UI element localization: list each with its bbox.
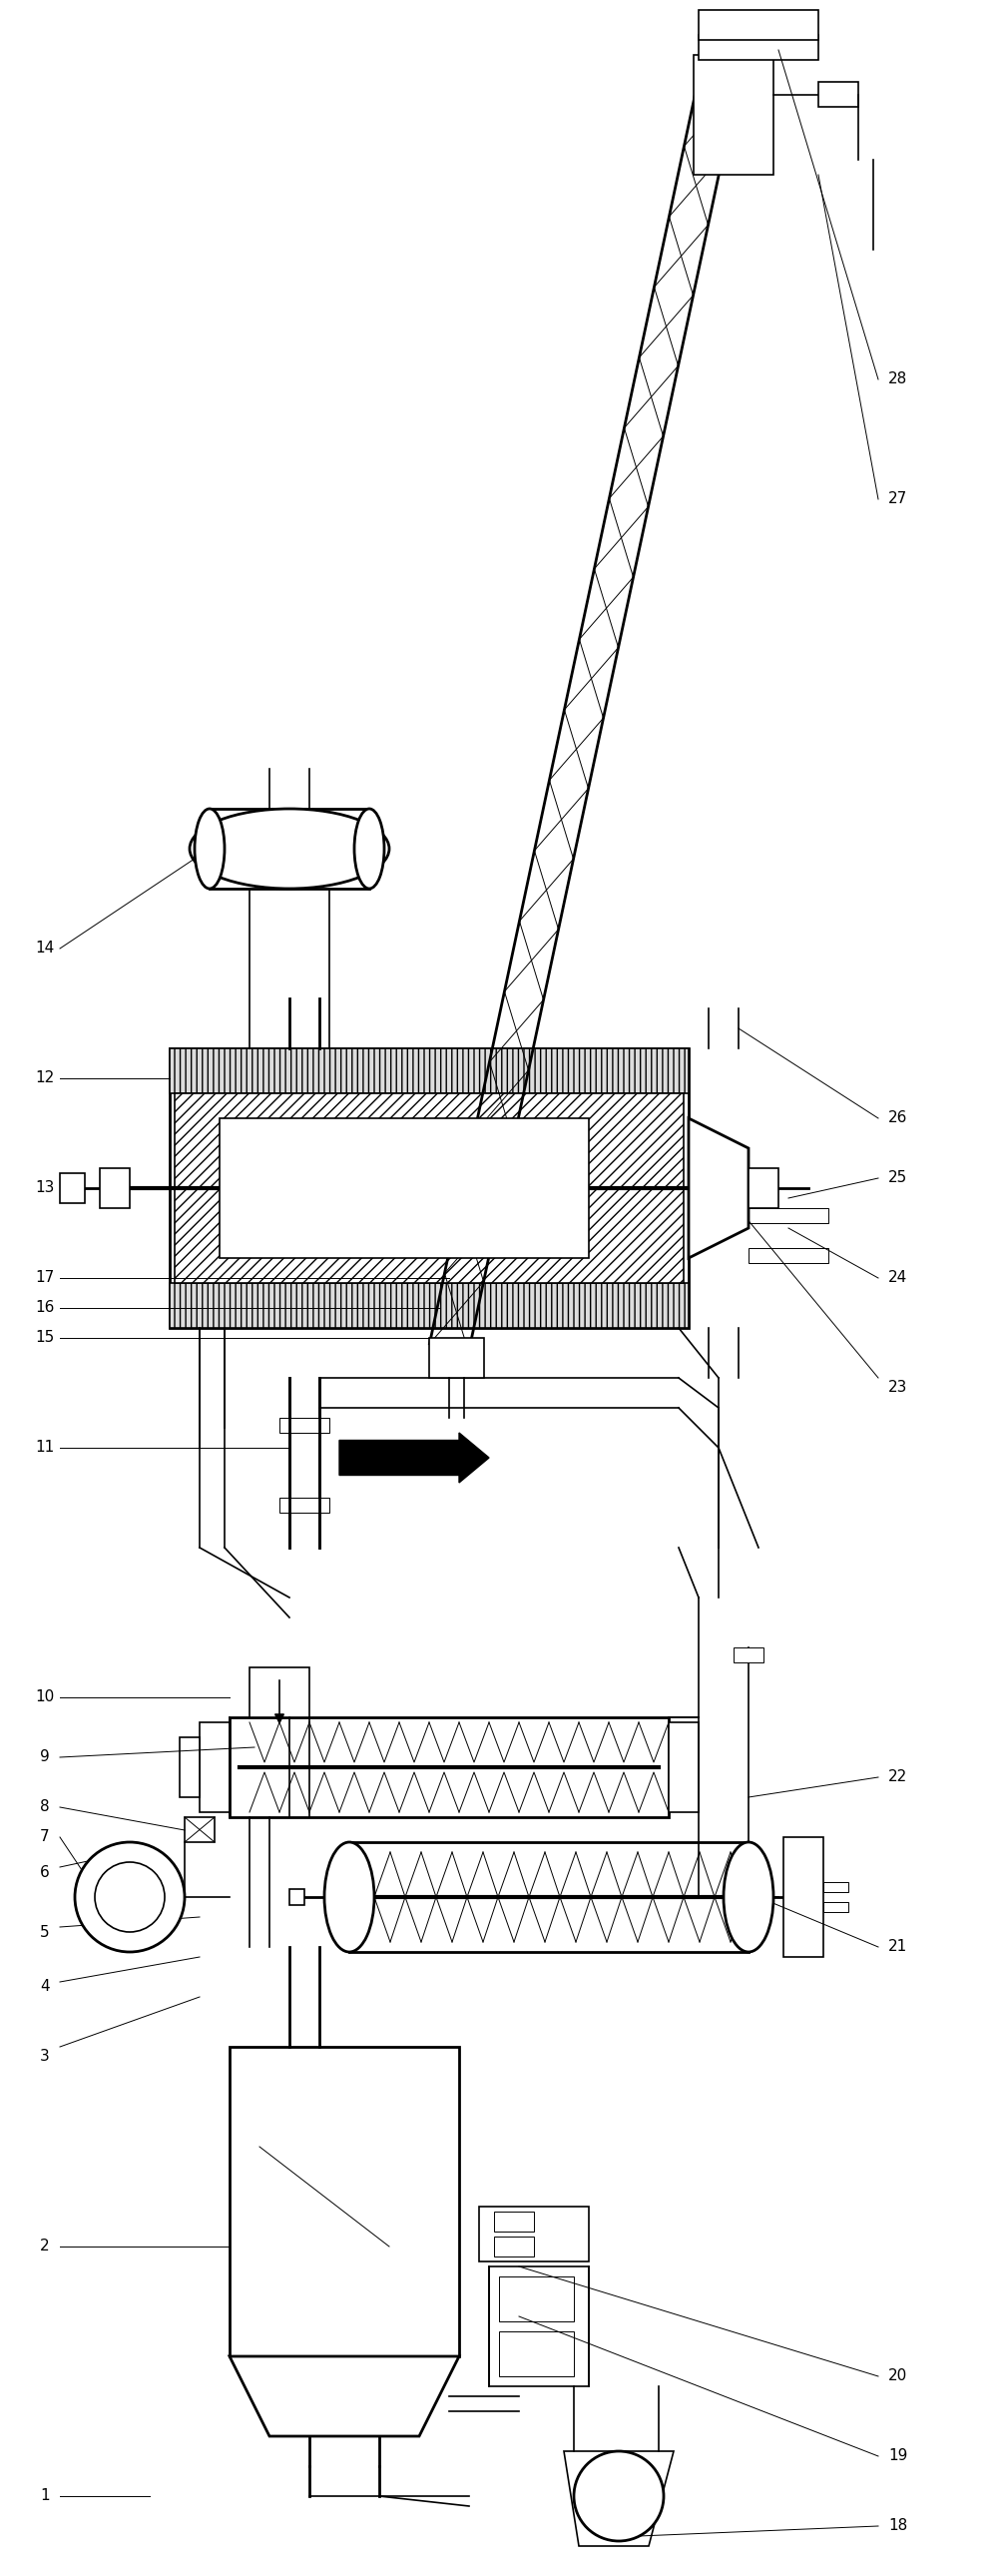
Text: 7: 7 xyxy=(40,1829,50,1844)
Bar xyxy=(823,1901,848,1911)
Text: 1: 1 xyxy=(40,2488,50,2504)
Text: 13: 13 xyxy=(35,1180,54,1195)
Bar xyxy=(180,1736,200,1798)
Bar xyxy=(479,2208,588,2262)
Bar xyxy=(494,2213,534,2231)
Bar xyxy=(694,54,773,175)
Text: 28: 28 xyxy=(889,371,908,386)
Ellipse shape xyxy=(724,1842,773,1953)
Bar xyxy=(200,1723,230,1811)
Polygon shape xyxy=(230,2357,459,2437)
Bar xyxy=(669,1723,699,1811)
Bar xyxy=(279,1417,329,1432)
Bar xyxy=(699,10,818,41)
Ellipse shape xyxy=(324,1842,374,1953)
Bar xyxy=(289,1888,304,1906)
Text: 5: 5 xyxy=(40,1924,50,1940)
Bar xyxy=(170,1283,689,1329)
Bar xyxy=(749,1167,778,1208)
Bar xyxy=(489,2267,588,2385)
Text: 16: 16 xyxy=(35,1301,54,1316)
Bar xyxy=(99,1167,130,1208)
Text: 24: 24 xyxy=(889,1270,908,1285)
Text: 21: 21 xyxy=(889,1940,908,1955)
Bar xyxy=(170,1048,689,1329)
Text: 15: 15 xyxy=(35,1329,54,1345)
Text: 25: 25 xyxy=(889,1170,908,1185)
Text: 26: 26 xyxy=(889,1110,908,1126)
Text: 11: 11 xyxy=(35,1440,54,1455)
Text: 18: 18 xyxy=(889,2519,908,2535)
Text: 10: 10 xyxy=(35,1690,54,1705)
Text: 4: 4 xyxy=(40,1978,50,1994)
Text: 12: 12 xyxy=(35,1072,54,1087)
Bar xyxy=(60,1172,84,1203)
Bar xyxy=(494,2236,534,2257)
Bar xyxy=(175,1092,684,1283)
Circle shape xyxy=(94,1862,165,1932)
Text: 8: 8 xyxy=(40,1801,50,1814)
Bar xyxy=(250,1667,309,1718)
Text: 23: 23 xyxy=(889,1381,908,1396)
Text: 17: 17 xyxy=(35,1270,54,1285)
Bar xyxy=(220,1118,588,1257)
Bar xyxy=(783,1837,823,1958)
Polygon shape xyxy=(689,1118,749,1257)
Bar xyxy=(170,1048,689,1092)
Bar xyxy=(185,1816,215,1842)
Text: 20: 20 xyxy=(889,2370,908,2383)
Text: 19: 19 xyxy=(889,2450,908,2463)
Bar xyxy=(429,1337,484,1378)
Bar xyxy=(279,1497,329,1512)
Text: 2: 2 xyxy=(40,2239,50,2254)
Ellipse shape xyxy=(354,809,385,889)
Ellipse shape xyxy=(195,809,225,889)
Bar xyxy=(818,82,858,106)
Circle shape xyxy=(574,2452,664,2540)
FancyArrow shape xyxy=(339,1432,489,1484)
Text: 14: 14 xyxy=(35,940,54,956)
Text: 27: 27 xyxy=(889,492,908,507)
Text: 6: 6 xyxy=(40,1865,50,1880)
Bar xyxy=(749,1247,828,1262)
Ellipse shape xyxy=(190,809,390,889)
Bar xyxy=(699,36,818,59)
Polygon shape xyxy=(564,2452,674,2545)
Text: 9: 9 xyxy=(40,1749,50,1765)
Bar xyxy=(230,2048,459,2357)
Bar xyxy=(499,2331,574,2375)
Bar xyxy=(749,1208,828,1224)
Text: 22: 22 xyxy=(889,1770,908,1785)
Bar xyxy=(823,1883,848,1891)
Circle shape xyxy=(75,1842,185,1953)
Bar xyxy=(734,1649,763,1662)
Bar xyxy=(499,2277,574,2321)
Text: 3: 3 xyxy=(40,2050,50,2063)
Bar xyxy=(230,1718,669,1816)
